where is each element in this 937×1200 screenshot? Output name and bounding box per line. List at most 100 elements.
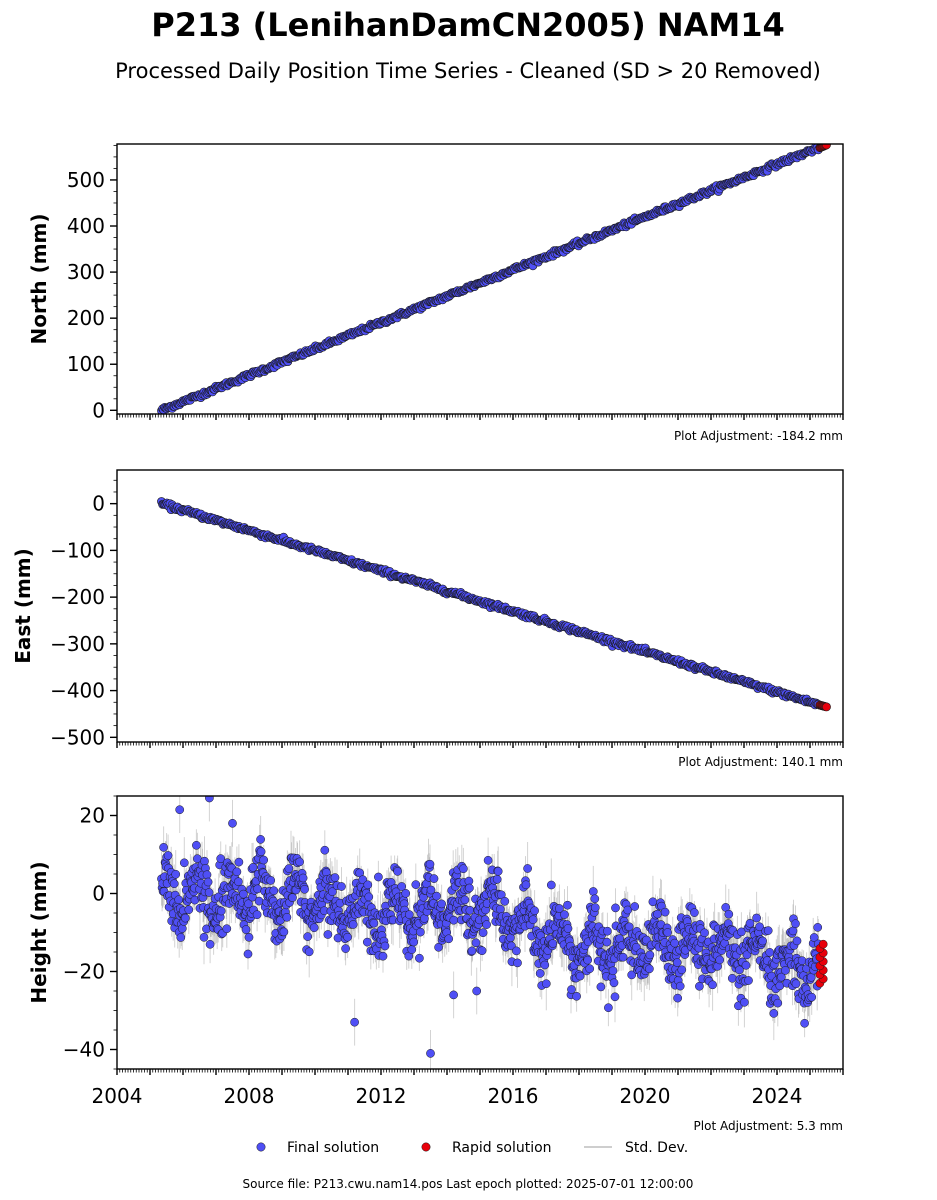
north-panel: 0 100 200 300 400 500 North (mm)	[27, 143, 844, 422]
final-point	[585, 964, 595, 974]
final-point	[603, 926, 612, 936]
final-point	[776, 972, 786, 982]
final-point	[540, 960, 550, 970]
final-point	[284, 864, 294, 873]
final-point	[512, 946, 521, 956]
final-point	[362, 937, 372, 947]
final-point	[159, 843, 168, 852]
x-tick-label: 2020	[620, 1084, 671, 1108]
final-point	[465, 905, 475, 915]
final-point	[611, 903, 620, 913]
final-point	[590, 903, 600, 912]
final-point	[630, 902, 640, 911]
y-tick-label: 0	[92, 398, 105, 422]
final-point	[303, 932, 313, 941]
y-axis: 0 −100 −200 −300 −400 −500	[50, 479, 117, 749]
final-point	[169, 879, 179, 889]
final-point	[199, 932, 209, 942]
final-point	[320, 845, 330, 855]
final-point	[758, 936, 767, 946]
x-tick-label: 2016	[488, 1084, 539, 1108]
x-ticks	[116, 742, 844, 748]
final-point	[449, 915, 459, 925]
y-axis-label: Height (mm)	[27, 861, 51, 1003]
final-point	[555, 904, 564, 913]
final-point	[369, 918, 379, 928]
rapid-point	[822, 144, 831, 150]
final-point	[244, 932, 254, 942]
final-point	[343, 932, 352, 942]
final-point	[234, 857, 244, 867]
final-point	[588, 887, 598, 896]
adjustment-east: Plot Adjustment: 140.1 mm	[678, 755, 843, 769]
x-tick-label: 2004	[92, 1084, 143, 1108]
final-point	[530, 906, 539, 916]
final-point	[407, 945, 417, 954]
final-point	[465, 883, 474, 893]
final-point-outlier	[472, 986, 482, 996]
final-point-outlier	[350, 1017, 359, 1027]
final-point	[295, 857, 304, 867]
y-tick-label: −500	[50, 725, 105, 749]
final-point	[618, 952, 628, 962]
final-point	[791, 919, 800, 929]
final-point	[341, 944, 350, 953]
final-point	[675, 981, 685, 991]
legend-final-label: Final solution	[287, 1140, 379, 1156]
x-tick-label: 2024	[752, 1084, 803, 1108]
final-point	[797, 956, 807, 966]
final-point	[232, 867, 242, 877]
final-point	[813, 923, 823, 932]
final-point	[724, 909, 734, 919]
final-point	[409, 937, 419, 947]
final-point	[740, 997, 749, 1007]
final-point	[781, 966, 790, 975]
final-point	[715, 955, 725, 965]
final-point	[546, 880, 556, 890]
final-point	[288, 893, 297, 902]
final-point	[252, 910, 262, 920]
final-point	[541, 979, 551, 989]
final-point	[416, 927, 425, 937]
final-point	[645, 950, 655, 960]
final-point	[364, 892, 374, 902]
final-point-outlier	[175, 805, 185, 815]
y-tick-label: −200	[50, 585, 105, 609]
final-point	[380, 941, 390, 951]
final-point	[404, 910, 414, 919]
final-point	[205, 939, 215, 949]
y-axis: 0 100 200 300 400 500	[67, 144, 117, 422]
y-tick-label: −400	[50, 679, 105, 703]
final-point	[596, 982, 606, 992]
final-point	[800, 1018, 809, 1028]
final-point	[690, 908, 699, 917]
final-point	[513, 958, 522, 968]
final-point	[604, 1003, 613, 1013]
y-tick-label: 20	[80, 804, 105, 828]
final-point	[437, 899, 446, 909]
final-point	[483, 855, 493, 865]
final-point	[610, 992, 620, 1002]
final-point	[673, 993, 683, 1003]
final-point	[752, 913, 761, 923]
y-tick-label: 0	[92, 882, 105, 906]
final-point-outlier	[449, 990, 458, 1000]
final-point	[482, 920, 491, 929]
final-point	[425, 859, 435, 869]
final-point	[328, 887, 337, 897]
final-point	[179, 858, 189, 868]
final-point	[773, 998, 783, 1008]
final-point	[298, 873, 308, 883]
final-point	[243, 949, 253, 959]
y-tick-label: 100	[67, 352, 105, 376]
final-point	[460, 895, 470, 905]
final-point	[700, 928, 709, 938]
final-point-outlier	[426, 1049, 435, 1058]
final-point	[163, 851, 173, 860]
final-point	[645, 964, 654, 974]
y-tick-label: 400	[67, 214, 105, 238]
y-tick-label: 0	[92, 492, 105, 516]
final-point	[727, 973, 737, 983]
final-point	[426, 885, 436, 895]
